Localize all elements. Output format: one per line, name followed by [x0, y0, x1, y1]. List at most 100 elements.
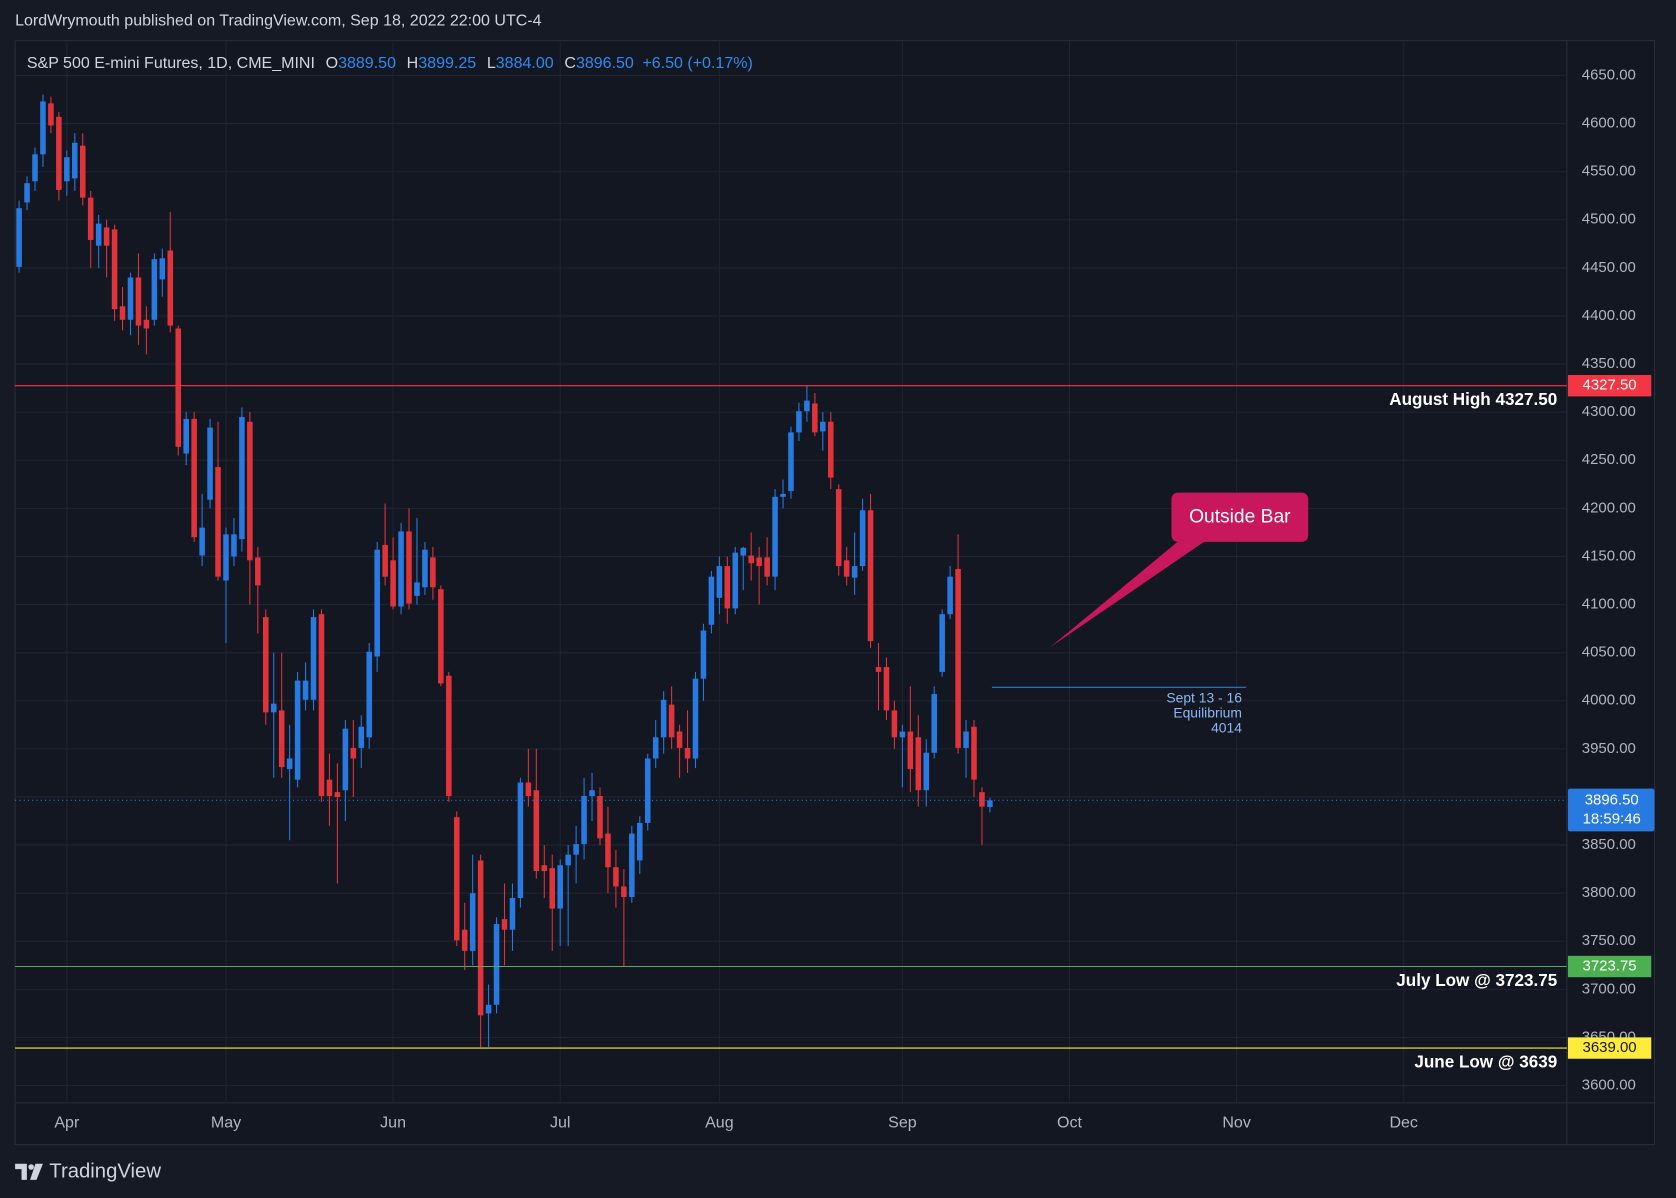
candle-body: [684, 747, 691, 759]
logo-part: [28, 1164, 34, 1170]
candle-body: [24, 183, 30, 203]
level-axis-label: 3723.75: [1583, 957, 1637, 974]
candle-body: [660, 699, 667, 738]
candle-body: [835, 489, 842, 567]
header: LordWrymouth published on TradingView.co…: [15, 12, 542, 30]
candle-body: [255, 557, 261, 586]
legend-key: C: [564, 54, 576, 72]
candle-body: [215, 466, 221, 577]
candle-body: [231, 534, 237, 557]
candle-body: [597, 796, 603, 839]
candle-body: [207, 427, 213, 500]
candle-body: [501, 919, 508, 930]
candle-body: [533, 790, 540, 872]
candle-body: [899, 731, 906, 738]
candle-body: [716, 566, 723, 598]
candle-body: [358, 726, 365, 748]
candle-body: [573, 844, 579, 855]
candle-body: [859, 510, 866, 567]
candle-body: [692, 678, 699, 759]
candle-body: [493, 923, 500, 1005]
candle-body: [931, 694, 937, 753]
level-axis-label: 3639.00: [1583, 1039, 1637, 1056]
candle-body: [637, 822, 643, 861]
legend: S&P 500 E-mini Futures, 1D, CME_MINI O 388…: [27, 54, 753, 72]
candle-body: [804, 400, 810, 412]
y-tick-label: 3800.00: [1582, 884, 1636, 901]
candle-body: [398, 531, 404, 607]
candle-body: [199, 527, 205, 556]
candle-body: [740, 547, 747, 556]
candle-body: [867, 510, 874, 642]
candle-body: [247, 421, 253, 561]
candle-body: [223, 534, 229, 581]
candle-body: [708, 576, 715, 625]
y-tick-label: 4000.00: [1582, 692, 1636, 709]
y-tick-label: 3750.00: [1582, 932, 1636, 949]
candle-body: [605, 833, 611, 868]
legend-value: 3884.00: [496, 54, 554, 72]
candle-body: [613, 867, 619, 887]
candle-body: [461, 929, 468, 951]
candle-body: [438, 589, 444, 684]
footer-brand: TradingView: [49, 1161, 161, 1183]
candle-body: [549, 868, 556, 909]
candle-body: [907, 731, 914, 770]
x-tick-label: Sep: [888, 1113, 917, 1131]
candle-body: [127, 277, 134, 320]
legend-change: +6.50 (+0.17%): [642, 54, 752, 72]
level-text: June Low @ 3639: [1414, 1053, 1557, 1072]
candle-body: [302, 680, 309, 700]
y-tick-label: 3950.00: [1582, 740, 1636, 757]
x-tick-label: May: [211, 1113, 241, 1131]
candle-body: [414, 582, 420, 596]
candle-body: [151, 259, 158, 320]
x-tick-label: Apr: [54, 1113, 80, 1131]
candle-body: [748, 555, 754, 564]
logo-part: [15, 1163, 27, 1180]
overlay: Outside Bar 3600.003650.003700.003750.00…: [15, 66, 1655, 1131]
candle-body: [963, 731, 969, 748]
y-tick-label: 3700.00: [1582, 980, 1636, 997]
candle-body: [294, 680, 301, 780]
level-axis-label: 4327.50: [1583, 377, 1637, 394]
candle-body: [820, 421, 826, 432]
legend-symbol: S&P 500 E-mini Futures, 1D, CME_MINI: [27, 54, 315, 72]
y-tick-label: 4300.00: [1582, 403, 1636, 420]
candle-body: [700, 630, 707, 679]
candle-body: [971, 726, 977, 780]
candle-body: [509, 897, 516, 930]
y-tick-label: 4500.00: [1582, 211, 1636, 228]
candle-body: [517, 782, 524, 898]
level-axis-box: [1567, 955, 1652, 978]
candle-body: [143, 319, 150, 329]
candle-body: [239, 416, 245, 540]
candle-body: [477, 860, 484, 1016]
legend-key: L: [487, 54, 496, 72]
last-price-label: 3896.50: [1585, 791, 1639, 808]
candle-body: [326, 779, 333, 797]
candle-body: [390, 560, 396, 607]
callout-text: Outside Bar: [1189, 506, 1291, 527]
candle-body: [541, 865, 548, 872]
y-tick-label: 3600.00: [1582, 1077, 1636, 1094]
legend-value: 3896.50: [576, 54, 634, 72]
candle-body: [485, 1004, 492, 1014]
x-tick-label: Oct: [1057, 1113, 1082, 1131]
candle-body: [987, 800, 993, 808]
legend-key: O: [326, 54, 338, 72]
candle-body: [406, 531, 412, 604]
y-tick-label: 4200.00: [1582, 499, 1636, 516]
x-tick-label: Nov: [1222, 1113, 1250, 1131]
y-tick-label: 4550.00: [1582, 163, 1636, 180]
y-tick-label: 4450.00: [1582, 259, 1636, 276]
callout-box: [1171, 492, 1309, 542]
candle-body: [350, 747, 357, 759]
candle-body: [95, 223, 102, 246]
candle-body: [430, 557, 436, 588]
chart-frame: [14, 40, 1656, 1146]
equilibrium-text: Equilibrium: [1173, 705, 1242, 721]
candle-body: [135, 277, 142, 326]
